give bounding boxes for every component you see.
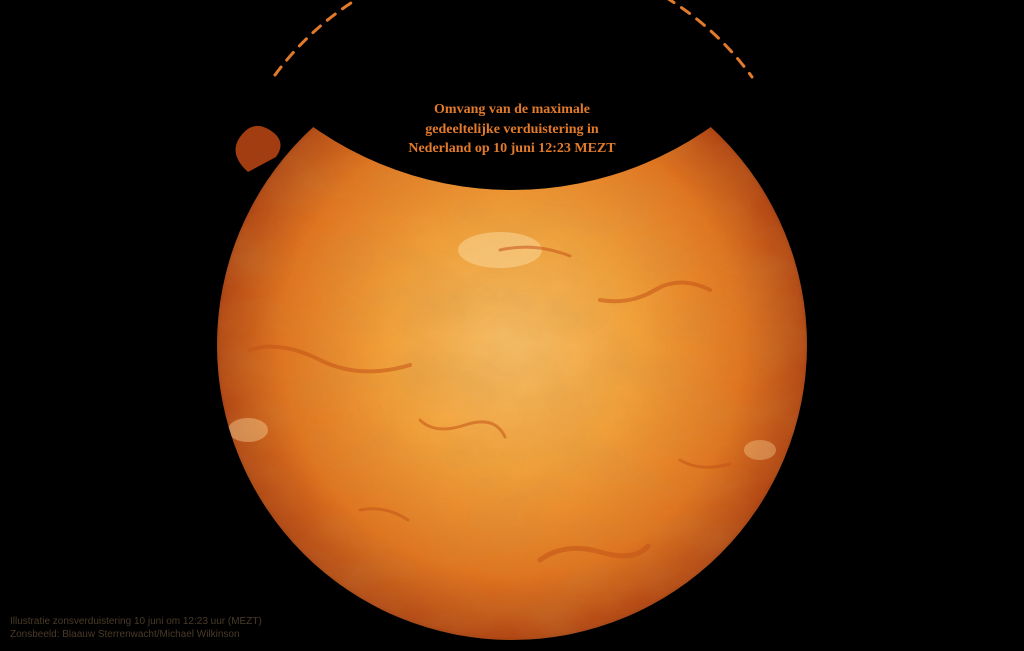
credit-line-2: Zonsbeeld: Blaauw Sterrenwacht/Michael W… <box>10 628 262 641</box>
annotation-line-1: Omvang van de maximale <box>352 100 672 120</box>
eclipse-annotation: Omvang van de maximale gedeeltelijke ver… <box>352 100 672 159</box>
annotation-line-2: gedeeltelijke verduistering in <box>352 120 672 140</box>
eclipse-diagram: Omvang van de maximale gedeeltelijke ver… <box>0 0 1024 651</box>
annotation-line-3: Nederland op 10 juni 12:23 MEZT <box>352 139 672 159</box>
sun-svg <box>0 0 1024 651</box>
credit-line-1: Illustratie zonsverduistering 10 juni om… <box>10 615 262 628</box>
image-credit: Illustratie zonsverduistering 10 juni om… <box>10 615 262 641</box>
moon-disk <box>167 0 857 190</box>
